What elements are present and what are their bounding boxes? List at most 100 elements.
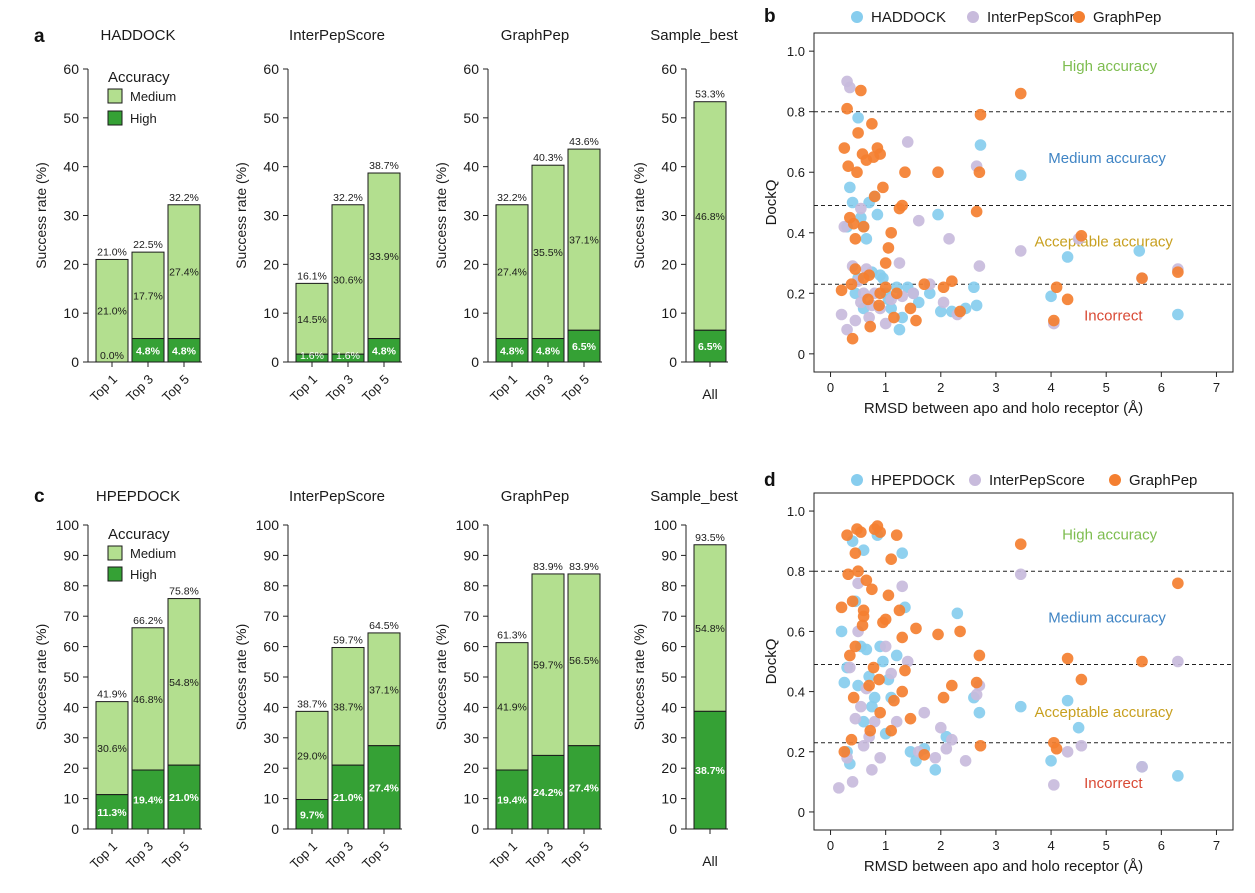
plot-frame: [813, 32, 1234, 373]
y-tick-label: 60: [463, 639, 479, 655]
data-point: [857, 610, 870, 623]
bar-high-label: 11.3%: [97, 807, 127, 819]
bar-medium-label: 56.5%: [569, 655, 599, 667]
data-point: [855, 84, 867, 97]
data-point: [1075, 739, 1088, 752]
legend-label-medium: Medium: [130, 89, 176, 104]
y-tick-label: 0.6: [787, 624, 805, 639]
bar-high-label: 4.8%: [500, 345, 525, 357]
bar-medium: [167, 204, 201, 340]
data-point: [849, 287, 862, 300]
panel-letter-b: b: [764, 6, 776, 27]
legend-swatch-high: [107, 110, 123, 126]
y-tick-label: 100: [256, 517, 280, 533]
scatter-d-panel: d 0 1 2 3 4 5 6 7 0 0.2 0.4 0.6 0.8 1.0 RMSD between ap…: [763, 470, 1234, 875]
bar-medium-label: 35.5%: [533, 247, 563, 259]
bar-medium: [331, 204, 365, 355]
bar-group-1: InterPepScore 0 10 20 30 40 50 60 70 80 90 100 Succe…: [233, 488, 402, 872]
data-point: [1050, 742, 1063, 755]
y-tick-label: 0.4: [787, 226, 805, 241]
bar-high: [295, 799, 329, 830]
bar-high-label: 38.7%: [695, 765, 725, 777]
y-tick-label: 0.2: [787, 745, 805, 760]
data-point: [855, 526, 867, 538]
y-tick-label: 20: [463, 760, 479, 776]
data-point: [835, 284, 848, 297]
data-point: [885, 667, 897, 680]
data-point: [974, 108, 987, 121]
plot-frame: [813, 492, 1234, 831]
data-point: [838, 745, 851, 758]
y-tick-label: 50: [263, 110, 279, 126]
x-tick-label: 2: [937, 838, 944, 853]
data-point: [1133, 245, 1146, 257]
data-point: [842, 160, 854, 172]
scatter-b-panel: b 0 1 2 3 4 5 6 7 0 0.2 0.4 0.6 0.8 1.0 RMSD between ap…: [763, 6, 1234, 417]
legend-title: Accuracy: [108, 526, 170, 543]
data-point: [896, 685, 909, 698]
y-tick-label: 0.4: [787, 685, 805, 700]
region-label: High accuracy: [1062, 58, 1158, 75]
y-tick-label: 30: [463, 730, 479, 746]
x-tick-label: Top 3: [323, 839, 356, 872]
region-label: High accuracy: [1062, 527, 1158, 544]
data-point: [849, 314, 862, 327]
data-point: [935, 305, 947, 318]
data-point: [860, 574, 873, 587]
bar-medium: [167, 598, 201, 766]
data-point: [932, 208, 944, 221]
bar-total-label: 66.2%: [133, 615, 163, 627]
x-tick-label: Top 3: [123, 839, 156, 872]
data-point: [866, 764, 878, 776]
y-tick-label: 10: [263, 305, 279, 321]
data-point: [844, 649, 856, 662]
region-label: Incorrect: [1084, 775, 1143, 792]
data-point: [873, 673, 885, 686]
y-axis-label: DockQ: [763, 180, 780, 226]
y-tick-label: 80: [661, 578, 677, 594]
y-tick-label: 30: [263, 730, 279, 746]
y-tick-label: 100: [456, 517, 480, 533]
data-point: [1048, 779, 1060, 791]
y-tick-label: 0: [471, 821, 479, 837]
x-tick-label: 6: [1158, 380, 1165, 395]
data-point: [882, 242, 895, 254]
bar-total-label: 32.2%: [497, 192, 527, 204]
bar-total-label: 61.3%: [497, 630, 527, 642]
bar-total-label: 83.9%: [569, 561, 599, 573]
data-point: [874, 148, 886, 160]
data-point: [868, 691, 881, 704]
y-tick-label: 0: [271, 354, 279, 370]
y-axis-label: Success rate (%): [433, 162, 449, 269]
data-point: [838, 676, 851, 689]
data-point: [860, 233, 873, 245]
data-point: [867, 661, 880, 674]
x-tick-label: 3: [992, 380, 999, 395]
x-tick-label: Top 3: [123, 372, 156, 405]
data-point: [932, 628, 944, 641]
bar-medium: [295, 710, 329, 801]
legend-marker: [851, 474, 863, 486]
y-tick-label: 1.0: [787, 44, 805, 59]
x-tick-label: Top 1: [487, 839, 520, 872]
x-tick-label: 0: [827, 380, 834, 395]
data-point: [1050, 281, 1063, 294]
bar-total-label: 16.1%: [297, 270, 327, 282]
bar-total-label: 32.2%: [169, 192, 199, 204]
data-point: [904, 745, 917, 758]
data-point: [954, 625, 966, 638]
bar-medium: [131, 251, 165, 340]
data-point: [846, 196, 859, 209]
bar-high-label: 27.4%: [569, 782, 599, 794]
bar-high: [495, 769, 529, 830]
data-point: [866, 700, 878, 713]
legend: Accuracy Medium High: [107, 526, 176, 582]
bar-total-label: 59.7%: [333, 635, 363, 647]
x-tick-label: 4: [1047, 380, 1054, 395]
legend: Accuracy Medium High: [107, 69, 176, 126]
x-tick-label: Top 5: [159, 372, 192, 405]
bar-high: [693, 329, 727, 363]
data-point: [885, 226, 897, 239]
data-point: [973, 166, 986, 179]
bar-group-1: InterPepScore 0 10 20 30 40 50 60 Success rate (…: [233, 27, 402, 405]
